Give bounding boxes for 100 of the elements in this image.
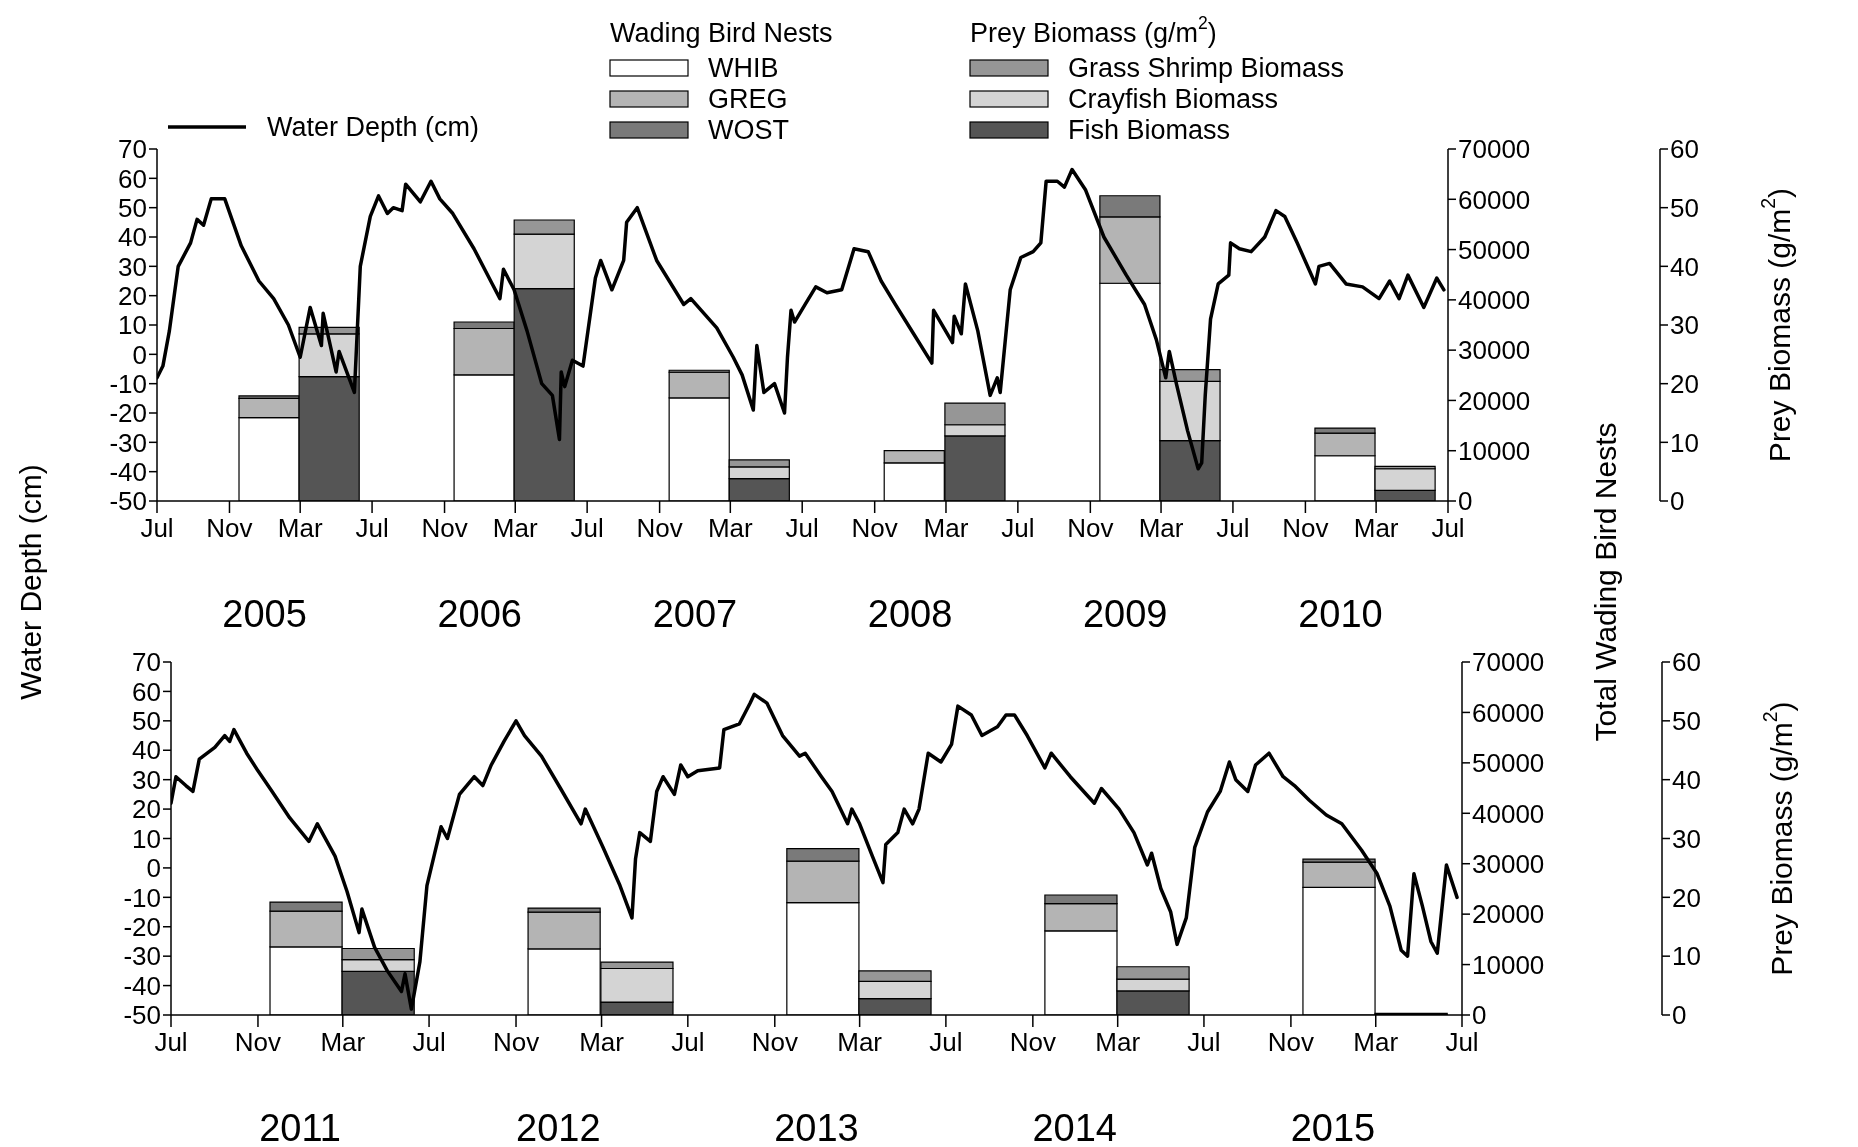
x-tick-label: Mar: [492, 513, 538, 544]
y-tick-label: -40: [109, 456, 147, 487]
y2-tick-label: 50000: [1458, 234, 1531, 265]
x-tick-label: Mar: [1353, 513, 1399, 544]
x-tick-label: Jul: [412, 1027, 446, 1058]
y2-tick-label: 20000: [1458, 385, 1531, 416]
y3-tick-label: 0: [1672, 1000, 1687, 1031]
x-tick-label: Jul: [1001, 513, 1035, 544]
x-tick-label: Jul: [1216, 513, 1250, 544]
x-tick-label: Nov: [1067, 513, 1114, 544]
y-tick-label: -30: [123, 941, 161, 972]
y-tick-label: -20: [109, 398, 147, 429]
x-tick-label: Nov: [421, 513, 468, 544]
x-tick-label: Nov: [234, 1027, 282, 1058]
x-tick-label: Mar: [707, 513, 754, 544]
y2-tick-label: 30000: [1472, 848, 1545, 879]
y-tick-label: 30: [132, 764, 161, 795]
x-tick-label: Jul: [785, 513, 819, 544]
legend-label: Water Depth (cm): [267, 112, 480, 142]
y-axis-title: Water Depth (cm): [13, 464, 47, 700]
legend-label: WHIB: [708, 53, 779, 83]
y-tick-label: 60: [132, 676, 161, 707]
x-tick-label: Mar: [320, 1027, 366, 1058]
y-tick-label: 70: [132, 647, 161, 678]
text: 2012: [516, 1107, 601, 1147]
x-tick-label: Nov: [751, 1027, 798, 1058]
y-tick-label: 40: [118, 222, 147, 253]
x-tick-label: Jul: [570, 513, 604, 544]
x-tick-label: Nov: [1282, 513, 1329, 544]
y3-tick-label: 30: [1672, 823, 1701, 854]
y2-tick-label: 30000: [1458, 335, 1531, 366]
y3-tick-label: 0: [1670, 486, 1685, 517]
y3-tick-label: 50: [1670, 192, 1699, 223]
legend-title: Wading Bird Nests: [610, 18, 833, 48]
x-tick-label: Mar: [579, 1027, 625, 1058]
y2-tick-label: 70000: [1472, 647, 1545, 678]
y3-tick-label: 20: [1670, 368, 1699, 399]
x-tick-label: Mar: [1353, 1027, 1399, 1058]
text: 2008: [867, 593, 953, 635]
y2-tick-label: 60000: [1458, 184, 1531, 215]
y3-tick-label: 10: [1670, 427, 1699, 458]
text: 2013: [774, 1107, 859, 1147]
x-tick-label: Mar: [837, 1027, 883, 1058]
y-tick-label: 70: [118, 134, 147, 165]
y2-tick-label: 10000: [1472, 949, 1545, 980]
y3-tick-label: 50: [1672, 706, 1701, 737]
text: 2011: [259, 1107, 341, 1147]
y2-axis-title: Total Wading Bird Nests: [1588, 422, 1622, 742]
x-tick-label: Nov: [1267, 1027, 1315, 1058]
y2-tick-label: 40000: [1472, 798, 1545, 829]
y2-tick-label: 50000: [1472, 748, 1545, 779]
y-tick-label: 30: [118, 251, 147, 282]
y2-tick-label: 40000: [1458, 285, 1531, 316]
y-tick-label: 50: [132, 706, 161, 737]
x-tick-label: Nov: [206, 513, 253, 544]
y2-tick-label: 60000: [1472, 697, 1545, 728]
y3-tick-label: 40: [1670, 251, 1699, 282]
text: 2014: [1032, 1107, 1117, 1147]
x-tick-label: Nov: [851, 513, 898, 544]
y3-tick-label: 60: [1670, 134, 1699, 165]
text: 2007: [652, 593, 738, 635]
text: 2006: [437, 593, 523, 635]
y-tick-label: -40: [123, 970, 161, 1001]
y3-tick-label: 30: [1670, 310, 1699, 341]
y2-tick-label: 10000: [1458, 435, 1531, 466]
x-tick-label: Nov: [1009, 1027, 1056, 1058]
y-tick-label: -10: [109, 368, 147, 399]
y-tick-label: 60: [118, 163, 147, 194]
y-tick-label: -30: [109, 427, 147, 458]
y-tick-label: 50: [118, 192, 147, 223]
x-tick-label: Mar: [1138, 513, 1184, 544]
x-tick-label: Mar: [277, 513, 323, 544]
x-tick-label: Mar: [923, 513, 969, 544]
y2-tick-label: 70000: [1458, 134, 1531, 165]
x-tick-label: Mar: [1095, 1027, 1141, 1058]
legend-label: GREG: [708, 84, 788, 114]
y3-tick-label: 20: [1672, 882, 1701, 913]
legend-label: Fish Biomass: [1068, 115, 1231, 145]
y2-tick-label: 20000: [1472, 899, 1545, 930]
y-tick-label: 10: [118, 310, 147, 341]
y-tick-label: -20: [123, 911, 161, 942]
x-tick-label: Nov: [492, 1027, 540, 1058]
text: 2010: [1298, 593, 1383, 635]
y3-axis-title: Prey Biomass (g/m$^{2}$): [970, 13, 1217, 48]
text: 2015: [1290, 1107, 1376, 1147]
x-tick-label: Jul: [929, 1027, 963, 1058]
y-tick-label: 40: [132, 735, 161, 766]
y3-tick-label: 60: [1672, 647, 1701, 678]
text: 2009: [1082, 593, 1168, 635]
text: 2005: [222, 593, 307, 635]
y-tick-label: 0: [146, 853, 161, 884]
x-tick-label: Jul: [355, 513, 389, 544]
y-tick-label: 20: [132, 794, 161, 825]
x-tick-label: Jul: [1187, 1027, 1221, 1058]
legend-label: Grass Shrimp Biomass: [1068, 53, 1345, 83]
legend-label: Crayfish Biomass: [1068, 84, 1279, 114]
y-tick-label: 20: [118, 280, 147, 311]
legend-label: WOST: [708, 115, 789, 145]
y-tick-label: 0: [132, 339, 147, 370]
y3-tick-label: 40: [1672, 764, 1701, 795]
